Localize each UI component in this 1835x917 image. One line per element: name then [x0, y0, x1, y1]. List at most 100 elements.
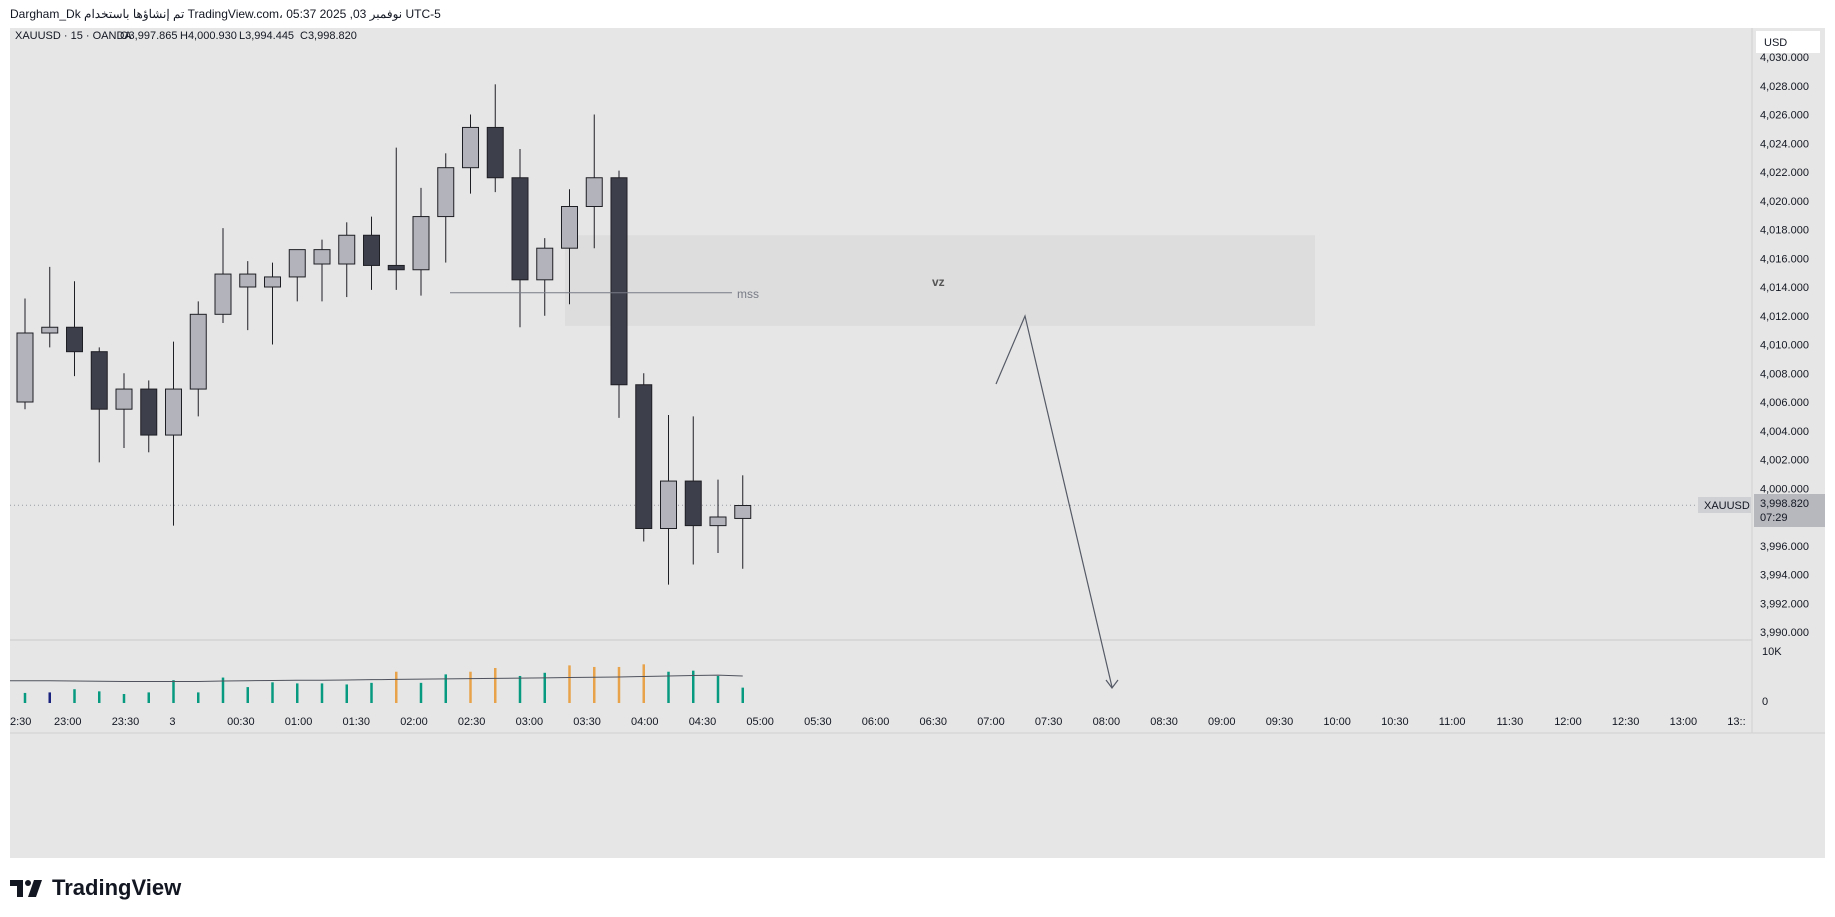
mss-label[interactable]: mss: [737, 287, 759, 301]
time-tick-label: 09:30: [1266, 716, 1294, 728]
time-tick-label: 06:00: [862, 716, 890, 728]
candle-body: [90, 351, 108, 410]
price-tick-label: 4,004.000: [1760, 426, 1809, 438]
chart-pane[interactable]: 3,990.000 3,992.000 3,994.000 3,996.000 3,99…: [10, 28, 1825, 858]
price-tick-label: 4,026.000: [1760, 110, 1809, 122]
price-tick-label: 4,008.000: [1760, 368, 1809, 380]
price-tick-label: 3,996.000: [1760, 541, 1809, 553]
price-tick-label: 4,024.000: [1760, 138, 1809, 150]
candle-body: [214, 273, 232, 315]
candle-body: [536, 247, 554, 281]
price-tick-label: 3,990.000: [1760, 627, 1809, 639]
time-tick-label: 2:30: [10, 716, 31, 728]
price-tick-label: 4,022.000: [1760, 167, 1809, 179]
volume-scale-top: 10K: [1762, 646, 1782, 658]
candle-body: [660, 480, 677, 529]
time-tick-label: 05:00: [746, 716, 774, 728]
time-tick-label: 09:00: [1208, 716, 1236, 728]
tradingview-logo-text: TradingView: [52, 875, 182, 900]
candle-body: [585, 177, 603, 207]
volume-ma-line: [10, 674, 743, 683]
candle-body: [66, 326, 83, 353]
time-tick-label: 04:30: [689, 716, 717, 728]
price-tick-label: 4,018.000: [1760, 225, 1809, 237]
candle-body: [264, 276, 281, 288]
price-tick-label: 3,992.000: [1760, 598, 1809, 610]
candle-body: [684, 480, 702, 527]
time-tick-label: 08:30: [1150, 716, 1178, 728]
legend-high: H4,000.930: [180, 30, 237, 42]
candle-body: [561, 206, 578, 249]
time-tick-label: 02:00: [400, 716, 428, 728]
price-tick-label: 4,012.000: [1760, 311, 1809, 323]
time-tick-label: 11:00: [1439, 716, 1466, 728]
price-tick-label: 3,994.000: [1760, 570, 1809, 582]
candle-body: [610, 177, 628, 386]
time-tick-label: 07:00: [977, 716, 1005, 728]
candle-body: [338, 234, 356, 265]
time-tick-label: 10:00: [1323, 716, 1351, 728]
candle-body: [635, 384, 653, 529]
price-tick-label: 4,010.000: [1760, 340, 1809, 352]
price-tick-label: 4,006.000: [1760, 397, 1809, 409]
time-tick-label: 03:00: [516, 716, 544, 728]
legend-symbol: XAUUSD · 15 · OANDA: [15, 30, 132, 42]
candle-body: [462, 126, 479, 169]
candle-body: [313, 249, 331, 265]
tradingview-logo[interactable]: TradingView: [10, 872, 181, 904]
time-tick-label: 13:00: [1670, 716, 1698, 728]
price-tick-label: 4,014.000: [1760, 282, 1809, 294]
annotations: [450, 292, 1119, 689]
grid: [10, 28, 1825, 734]
price-tick-label: 4,002.000: [1760, 455, 1809, 467]
price-chart[interactable]: 3,990.000 3,992.000 3,994.000 3,996.000 3,99…: [10, 28, 1825, 858]
price-tick-label: 4,000.000: [1760, 483, 1809, 495]
candle-body: [734, 505, 752, 519]
time-tick-label: 02:30: [458, 716, 486, 728]
price-scale: 3,990.000 3,992.000 3,994.000 3,996.000 3,99…: [1760, 52, 1809, 639]
last-price-symbol-tag: [1698, 497, 1751, 513]
time-tick-label: 03:30: [573, 716, 601, 728]
currency-box[interactable]: [1756, 31, 1820, 53]
time-scale: 2:30 23:00 23:30 3 00:30 01:00 01:30 02:00 02:30…: [10, 716, 1746, 728]
countdown: 07:29: [1760, 512, 1788, 524]
time-tick-label: 06:30: [920, 716, 948, 728]
candle-body: [165, 388, 182, 436]
time-tick-label: 23:00: [54, 716, 82, 728]
time-tick-label: 08:00: [1093, 716, 1121, 728]
price-tick-label: 4,030.000: [1760, 52, 1809, 64]
price-tick-label: 4,020.000: [1760, 196, 1809, 208]
time-tick-label: 00:30: [227, 716, 255, 728]
price-tick-label: 4,028.000: [1760, 81, 1809, 93]
projection-path: [995, 314, 1113, 688]
time-tick-label: 3: [169, 716, 175, 728]
time-tick-label: 23:30: [112, 716, 140, 728]
candle-body: [239, 273, 257, 288]
legend-close: C3,998.820: [300, 30, 357, 42]
candle-body: [189, 313, 207, 390]
candle-body: [709, 516, 727, 527]
legend-low: L3,994.445: [239, 30, 294, 42]
candle-body: [140, 388, 158, 436]
legend-open: O3,997.865: [120, 30, 178, 42]
last-price-symbol: XAUUSD: [1704, 500, 1750, 512]
time-tick-label: 11:30: [1497, 716, 1524, 728]
zone-layer: [565, 235, 1315, 326]
candle-body: [387, 264, 405, 271]
projection-arrowhead: [1105, 679, 1119, 689]
candle-body: [363, 234, 380, 266]
currency-label: USD: [1764, 37, 1787, 49]
candle-body: [437, 167, 455, 218]
volume-pane: [10, 664, 744, 703]
volume-scale-bottom: 0: [1762, 696, 1768, 708]
candle-body: [41, 326, 59, 334]
time-tick-label: 10:30: [1381, 716, 1409, 728]
time-tick-label: 05:30: [804, 716, 832, 728]
time-tick-label: 04:00: [631, 716, 659, 728]
time-tick-label: 07:30: [1035, 716, 1063, 728]
chart-attribution: Dargham_Dk تم إنشاؤها باستخدام TradingVi…: [10, 7, 441, 21]
vz-zone: [565, 235, 1315, 326]
time-tick-label: 13::: [1727, 716, 1745, 728]
zone-label[interactable]: vz: [932, 275, 945, 289]
last-price-value: 3,998.820: [1760, 498, 1809, 510]
